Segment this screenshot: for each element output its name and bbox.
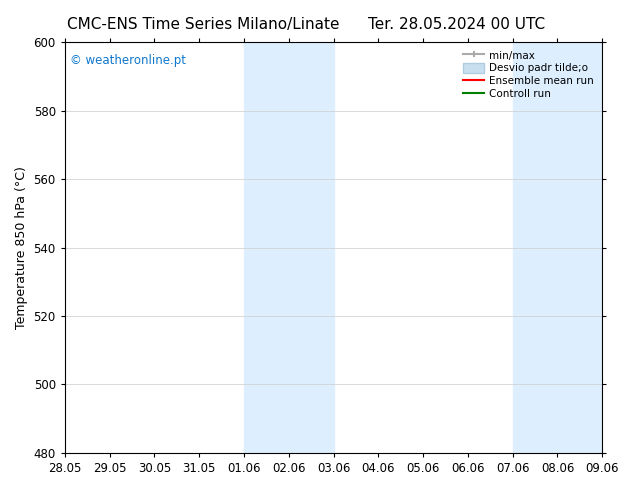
Y-axis label: Temperature 850 hPa (°C): Temperature 850 hPa (°C) (15, 166, 28, 329)
Bar (513, 42, 602, 453)
Text: CMC-ENS Time Series Milano/Linate: CMC-ENS Time Series Milano/Linate (67, 17, 339, 32)
Text: © weatheronline.pt: © weatheronline.pt (70, 54, 186, 68)
Bar (244, 42, 333, 453)
Text: Ter. 28.05.2024 00 UTC: Ter. 28.05.2024 00 UTC (368, 17, 545, 32)
Legend: min/max, Desvio padr tilde;o, Ensemble mean run, Controll run: min/max, Desvio padr tilde;o, Ensemble m… (460, 47, 597, 102)
